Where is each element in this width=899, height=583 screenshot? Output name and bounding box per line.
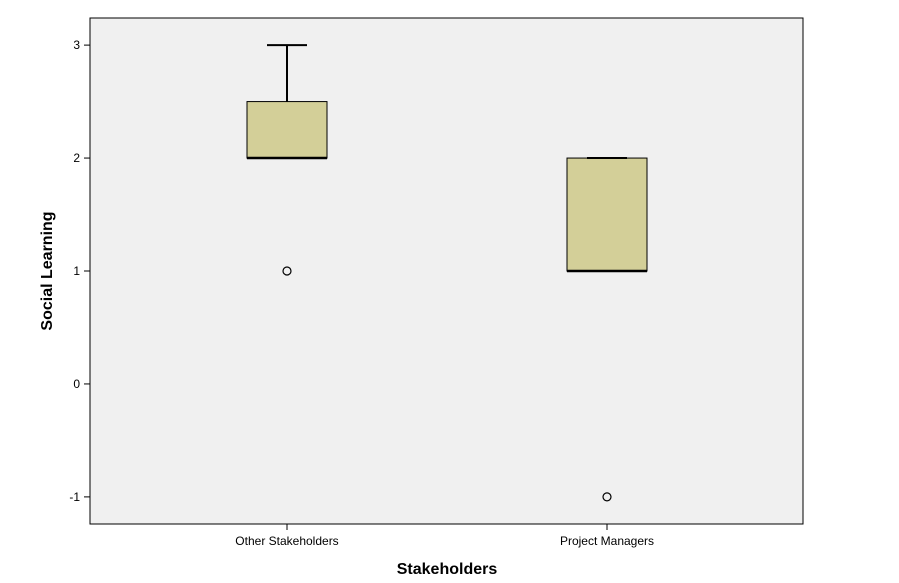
- y-tick-label: 2: [73, 151, 80, 165]
- y-tick-label: 0: [73, 377, 80, 391]
- y-tick-label: 3: [73, 38, 80, 52]
- x-axis: Other Stakeholders Project Managers: [235, 524, 654, 548]
- x-tick-label: Project Managers: [560, 534, 654, 548]
- box: [246, 101, 328, 159]
- box-group: [566, 157, 648, 502]
- box-group: [246, 44, 328, 276]
- x-tick-label: Other Stakeholders: [235, 534, 338, 548]
- y-tick-label: 1: [73, 264, 80, 278]
- x-axis-title: Stakeholders: [397, 561, 498, 578]
- y-tick-label: -1: [69, 490, 80, 504]
- outlier-point: [602, 492, 612, 502]
- y-axis: 3 2 1 0 -1: [69, 38, 90, 504]
- outlier-point: [282, 266, 292, 276]
- y-axis-title: Social Learning: [39, 211, 56, 330]
- boxes-group: [246, 44, 648, 502]
- box: [566, 157, 648, 272]
- plot-area: [89, 17, 804, 525]
